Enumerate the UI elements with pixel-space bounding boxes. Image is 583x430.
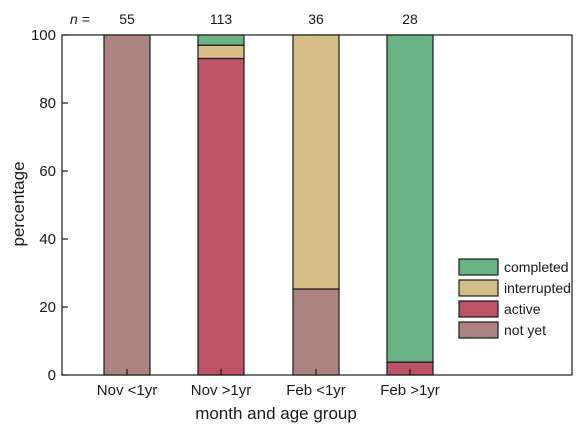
x-tick-label: Nov <1yr: [97, 382, 157, 399]
legend-swatch: [458, 300, 499, 318]
bar-segment-completed: [197, 34, 245, 46]
legend-swatch: [458, 258, 499, 276]
legend-label: active: [504, 301, 541, 317]
bars-group: [103, 34, 434, 376]
bar-segment-completed: [386, 34, 434, 363]
bar-segment-active: [197, 57, 245, 376]
n-label: n =: [70, 11, 90, 27]
legend-label: not yet: [504, 322, 546, 338]
x-tick-label: Feb >1yr: [380, 382, 440, 399]
x-axis-title: month and age group: [195, 404, 357, 423]
legend-label: completed: [504, 259, 569, 275]
y-tick-label: 40: [39, 231, 56, 248]
n-value-label: 28: [402, 11, 418, 27]
y-tick-label: 0: [48, 367, 56, 384]
legend: completed interrupted active not yet: [458, 258, 571, 339]
bar-segment-interrupted: [197, 44, 245, 60]
legend-swatch: [458, 321, 499, 339]
x-tick-label: Feb <1yr: [286, 382, 346, 399]
legend-label: interrupted: [504, 280, 571, 296]
y-axis-title: percentage: [9, 161, 28, 246]
n-value-label: 55: [119, 11, 135, 27]
y-tick-label: 60: [39, 163, 56, 180]
n-value-label: 36: [308, 11, 324, 27]
y-tick-label: 100: [31, 27, 56, 44]
y-tick-label: 80: [39, 95, 56, 112]
axes-group: 0 20 40 60 80 100 Nov <1yr 55 Nov >1yr 113 Feb <1y…: [31, 11, 440, 399]
bar-segment-interrupted: [292, 34, 340, 290]
y-tick-label: 20: [39, 299, 56, 316]
n-value-label: 113: [210, 11, 233, 27]
legend-swatch: [458, 279, 499, 297]
bar-segment-not-yet: [292, 288, 340, 376]
bar-segment-not-yet: [103, 34, 151, 376]
x-tick-label: Nov >1yr: [191, 382, 251, 399]
